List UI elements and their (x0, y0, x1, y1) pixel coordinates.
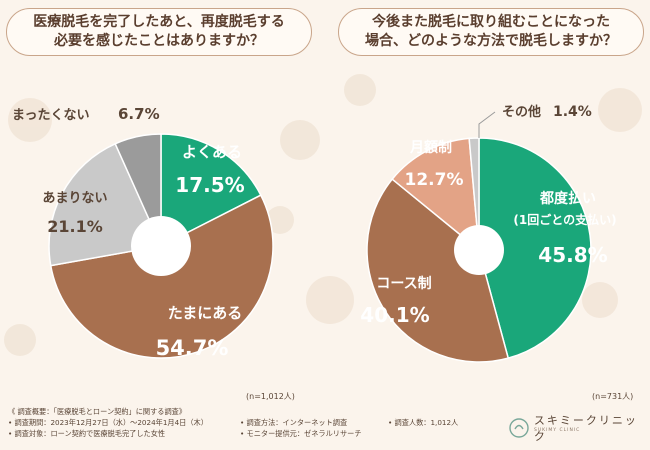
chart0-value-0: 17.5% (175, 173, 244, 197)
chart0-label-0: よくある (182, 143, 242, 161)
chart1-slice-0 (478, 137, 592, 360)
chart1-label-3: その他 (502, 104, 541, 120)
logo-subtext: SUKIMY CLINIC (534, 428, 581, 433)
chart1-center-hole (454, 225, 504, 275)
n-label-right: (n=731人) (592, 392, 634, 401)
chart0-value-3: 6.7% (118, 105, 160, 123)
chart0-label-2: あまりない (42, 191, 107, 206)
footer-method: • 調査方法：インターネット調査 (240, 418, 348, 427)
n-label-left: (n=1,012人) (246, 392, 295, 401)
chart1-sublabel-0: (1回ごとの支払い) (513, 212, 616, 227)
chart0-label-3: まったくない (12, 108, 89, 123)
footer-line3: • 調査対象：ローン契約で医療脱毛完了した女性 (8, 429, 166, 438)
footer-count: • 調査人数：1,012人 (388, 418, 459, 427)
chart1-leader-line (478, 111, 496, 138)
logo-mark-icon (509, 418, 529, 438)
chart0-slice-0 (160, 133, 262, 248)
chart1-value-1: 40.1% (360, 303, 429, 327)
chart0-value-2: 21.1% (47, 217, 103, 236)
chart1-slice-1 (366, 178, 510, 363)
clinic-logo: スキミークリニック (508, 412, 650, 444)
chart0-slice-2 (48, 142, 163, 267)
footer-monitor: • モニター提供元：ゼネラルリサーチ (240, 429, 362, 438)
question-left: 医療脱毛を完了したあと、再度脱毛する 必要を感じたことはありますか？ (6, 8, 312, 56)
logo-name: スキミークリニック (533, 414, 638, 443)
chart1-label-1: コース制 (376, 275, 431, 292)
chart0-slice-1 (49, 194, 274, 359)
footer-line2: • 調査期間：2023年12月27日（水）～2024年1月4日（木） (8, 418, 208, 427)
chart0-label-1: たまにある (168, 304, 243, 322)
chart1-value-0: 45.8% (538, 243, 607, 267)
chart1-label-2: 月額制 (409, 139, 452, 156)
chart1-value-2: 12.7% (405, 170, 464, 190)
chart0-value-1: 54.7% (156, 336, 229, 360)
question-right: 今後また脱毛に取り組むことになった 場合、どのような方法で脱毛しますか？ (338, 8, 644, 56)
chart1-label-0: 都度払い (539, 190, 596, 207)
chart1-slice-2 (391, 137, 480, 252)
footer-line1: 《 調査概要：「医療脱毛とローン契約」に関する調査》 (8, 407, 187, 416)
chart0-slice-3 (114, 133, 162, 247)
chart0-center-hole (131, 216, 191, 276)
chart1-value-3: 1.4% (553, 104, 592, 120)
